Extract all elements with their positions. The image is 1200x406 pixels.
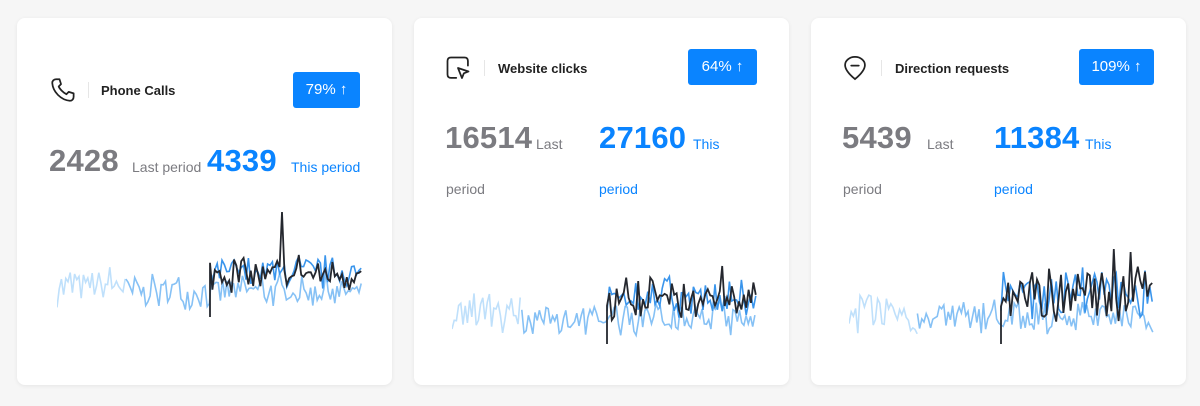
last-period-value: 2428 (49, 143, 119, 178)
last-period-label-cont: period (446, 181, 485, 197)
percent-change-badge: 79% ↑ (293, 72, 360, 108)
last-period-label: Last period (132, 159, 202, 175)
header-separator (484, 60, 485, 76)
this-period-line-dark (209, 211, 362, 317)
this-period-line-dark (606, 265, 757, 344)
last-period-line-early (452, 293, 521, 334)
last-period-value: 16514 (445, 120, 533, 155)
sparkline-chart (849, 248, 1154, 345)
header-separator (881, 60, 882, 76)
this-period-value: 11384 (994, 120, 1080, 155)
percent-change-badge: 109% ↑ (1079, 49, 1154, 85)
card-phone-calls: Phone Calls 79% ↑ 2428 Last period 4339 … (17, 18, 392, 385)
sparkline-chart (452, 265, 757, 345)
phone-icon (49, 76, 77, 104)
this-period-label-cont: period (994, 181, 1033, 197)
card-website-clicks: Website clicks 64% ↑ 16514 Last period 2… (414, 18, 789, 385)
this-period-label: This (1085, 136, 1112, 152)
this-period-value: 27160 (599, 120, 687, 155)
last-period-line-early (849, 292, 918, 335)
cursor-click-icon (444, 54, 472, 82)
this-period-label-cont: period (599, 181, 638, 197)
this-period-label: This (693, 136, 720, 152)
card-title: Phone Calls (101, 83, 176, 98)
this-period-value: 4339 (207, 143, 277, 178)
percent-change-badge: 64% ↑ (688, 49, 757, 85)
last-period-label: Last (927, 136, 954, 152)
last-period-value: 5439 (842, 120, 912, 155)
card-title: Direction requests (895, 61, 1010, 76)
card-title: Website clicks (498, 61, 588, 76)
header-separator (88, 82, 89, 98)
last-period-line (521, 297, 756, 338)
last-period-label: Last (536, 136, 563, 152)
card-direction-requests: Direction requests 109% ↑ 5439 Last peri… (811, 18, 1186, 385)
last-period-label-cont: period (843, 181, 882, 197)
sparkline-chart (57, 211, 362, 318)
this-period-label: This period (291, 159, 361, 175)
last-period-line-early (57, 267, 126, 308)
last-period-line (125, 272, 362, 312)
map-pin-icon (841, 54, 869, 82)
this-period-line-dark (1000, 248, 1153, 344)
last-period-line (916, 299, 1154, 335)
